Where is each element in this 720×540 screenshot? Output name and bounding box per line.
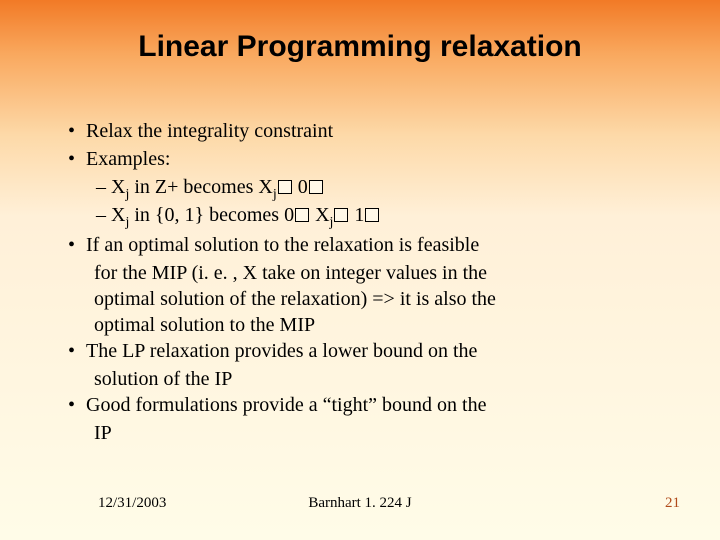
bullet-2-text: Examples:: [86, 148, 170, 170]
bullet-5-line-2: IP: [94, 420, 660, 446]
bullet-4-line-2: solution of the IP: [94, 366, 660, 392]
box-glyph: [295, 208, 309, 222]
bullet-mark: •: [68, 146, 86, 172]
bullet-3: •If an optimal solution to the relaxatio…: [68, 232, 660, 258]
b2s2-x: X: [310, 204, 329, 226]
bullet-mark: •: [68, 338, 86, 364]
box-glyph: [278, 180, 292, 194]
bullet-1: •Relax the integrality constraint: [68, 118, 660, 144]
bullet-5-line-1: Good formulations provide a “tight” boun…: [86, 394, 486, 416]
bullet-1-text: Relax the integrality constraint: [86, 120, 333, 142]
slide-title: Linear Programming relaxation: [0, 30, 720, 64]
bullet-4-line-1: The LP relaxation provides a lower bound…: [86, 340, 477, 362]
bullet-4: •The LP relaxation provides a lower boun…: [68, 338, 660, 364]
bullet-2-sub-1: – Xj in Z+ becomes Xj 0: [96, 174, 660, 200]
footer-center: Barnhart 1. 224 J: [0, 495, 720, 512]
box-glyph: [309, 180, 323, 194]
bullet-2-sub-2: – Xj in {0, 1} becomes 0 Xj 1: [96, 202, 660, 228]
bullet-3-line-3: optimal solution of the relaxation) => i…: [94, 286, 660, 312]
box-glyph: [334, 208, 348, 222]
b2s2-mid: in {0, 1} becomes 0: [129, 204, 294, 226]
bullet-3-line-2: for the MIP (i. e. , X take on integer v…: [94, 260, 660, 286]
bullet-5: •Good formulations provide a “tight” bou…: [68, 392, 660, 418]
bullet-3-line-4: optimal solution to the MIP: [94, 312, 660, 338]
b2s1-sub2: j: [273, 187, 277, 202]
b2s1-pre: X: [111, 176, 125, 198]
box-glyph: [365, 208, 379, 222]
footer-page-number: 21: [665, 495, 680, 512]
b2s1-mid: in Z+ becomes X: [129, 176, 272, 198]
bullet-3-line-1: If an optimal solution to the relaxation…: [86, 234, 479, 256]
b2s1-post: 0: [293, 176, 308, 198]
b2s2-sub2: j: [330, 215, 334, 230]
b2s2-pre: X: [111, 204, 125, 226]
bullet-2: •Examples:: [68, 146, 660, 172]
b2s2-one: 1: [349, 204, 364, 226]
bullet-mark: •: [68, 392, 86, 418]
slide: Linear Programming relaxation •Relax the…: [0, 0, 720, 540]
bullet-mark: •: [68, 118, 86, 144]
slide-body: •Relax the integrality constraint •Examp…: [68, 118, 660, 446]
bullet-mark: •: [68, 232, 86, 258]
